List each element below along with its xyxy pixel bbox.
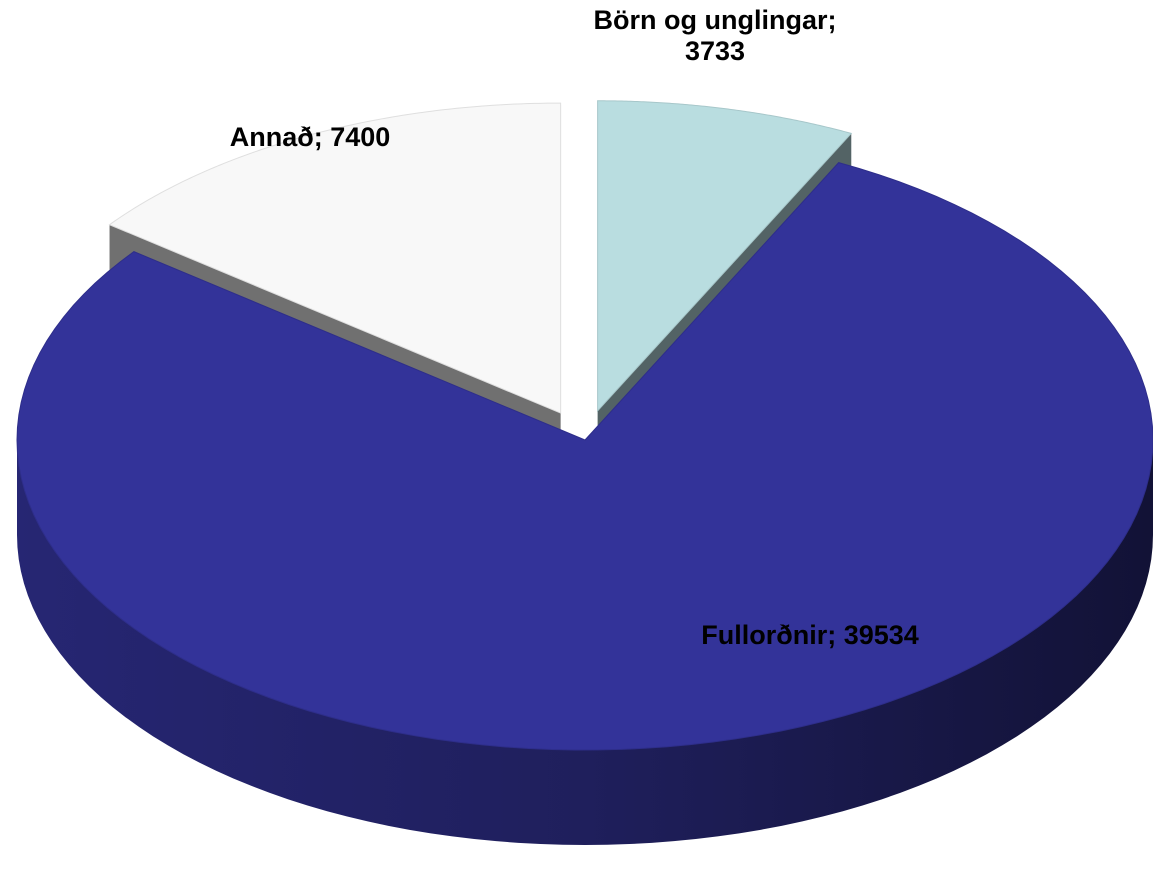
slice [597, 100, 853, 413]
slice [16, 162, 1153, 751]
data-label: Fullorðnir; 39534 [701, 620, 919, 650]
slice [108, 102, 562, 414]
data-label: Annað; 7400 [229, 122, 391, 152]
slice-side [17, 440, 1153, 845]
data-label: Börn og unglingar; 3733 [593, 5, 837, 66]
